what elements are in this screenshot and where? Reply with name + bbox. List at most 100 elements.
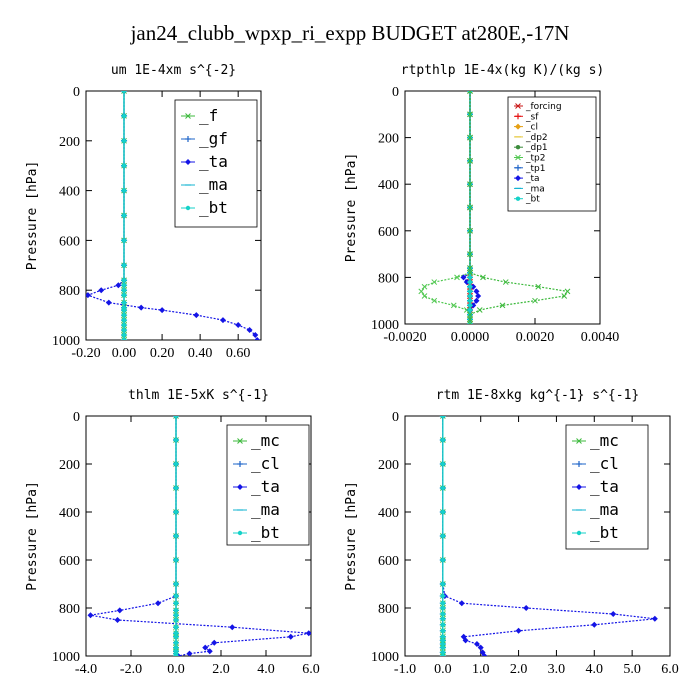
legend-label: _bt	[590, 523, 619, 542]
x-tick-label: 0.0000	[451, 330, 490, 345]
series-point	[121, 263, 127, 268]
series-point	[481, 653, 488, 656]
series-point	[121, 213, 127, 218]
series-point	[121, 292, 127, 298]
x-tick-label: 0.00	[112, 346, 137, 361]
series-point	[287, 633, 294, 640]
series-group	[418, 91, 571, 324]
series-point-b	[467, 311, 473, 318]
y-tick-label: 1000	[371, 650, 399, 665]
series-point	[115, 282, 122, 289]
series-point	[105, 299, 112, 306]
series-point-b	[469, 321, 473, 324]
x-tick-label: 2.0	[212, 662, 230, 677]
series-point	[440, 628, 446, 633]
series-point	[86, 292, 91, 299]
legend-label: _bt	[525, 195, 540, 205]
legend-label: _gf	[199, 129, 228, 148]
series-point	[121, 238, 127, 243]
series-point-b	[467, 181, 473, 188]
series-point-b	[502, 279, 509, 285]
series-point-b	[467, 158, 473, 164]
series-point-b	[450, 302, 457, 309]
series-point	[467, 279, 473, 285]
series-point	[473, 297, 480, 304]
legend-label: _sf	[525, 112, 539, 122]
series-point	[173, 533, 179, 539]
series-point-b	[431, 297, 438, 304]
series-point	[116, 607, 123, 614]
y-tick-label: 1000	[52, 334, 80, 349]
legend-marker-b	[237, 438, 243, 444]
series-point	[440, 634, 446, 639]
series-point	[121, 113, 127, 119]
series-point	[173, 617, 179, 623]
series-point	[591, 621, 598, 628]
figure-title: jan24_clubb_wpxp_ri_expp BUDGET at280E,-…	[130, 21, 570, 45]
series-point	[440, 581, 446, 587]
series-point	[460, 274, 467, 281]
series-point	[121, 300, 127, 305]
series-point	[467, 293, 473, 299]
series-point-b	[454, 274, 460, 281]
series-point-b	[564, 288, 571, 295]
plot-frame	[85, 415, 312, 657]
series-point	[440, 622, 446, 627]
series-point	[173, 653, 179, 656]
series-point	[473, 641, 480, 647]
series-point-b	[467, 111, 473, 118]
x-tick-label: 2.0	[510, 662, 528, 677]
x-tick-label: 0.0	[434, 662, 452, 677]
series-point-b	[561, 293, 568, 299]
legend-label: _dp1	[525, 143, 548, 153]
series-point	[173, 631, 179, 636]
series-point	[523, 605, 530, 611]
legend-marker-b	[515, 103, 521, 109]
legend: _forcing_sf_cl_dp2_dp1_tp2_tp1_ta_ma_bt	[507, 96, 597, 212]
series-point-a	[442, 416, 446, 419]
series-point	[651, 615, 658, 622]
legend-marker	[576, 484, 582, 490]
y-tick-label: 1000	[52, 650, 80, 665]
panel-title: thlm 1E-5xK s^{-1}	[128, 388, 269, 403]
series-point	[121, 307, 127, 313]
x-tick-label: 0.40	[188, 346, 213, 361]
legend-marker	[576, 530, 582, 536]
series-point	[440, 593, 446, 599]
series-point	[467, 303, 473, 308]
legend-label: _ma	[590, 500, 619, 519]
series-point	[235, 322, 242, 329]
series-point-b	[476, 307, 483, 313]
series-point	[467, 289, 473, 294]
series-point	[121, 312, 127, 318]
series-group	[87, 416, 311, 656]
series-point-b	[467, 91, 471, 94]
series-point	[159, 307, 166, 314]
series-point-b	[480, 274, 486, 281]
legend-marker-b	[576, 438, 582, 444]
y-tick-label: 200	[378, 132, 399, 147]
series-point	[173, 509, 179, 515]
legend-marker-b	[185, 113, 191, 119]
x-tick-label: 1.0	[472, 662, 490, 677]
series-point-b	[173, 416, 177, 419]
series-point-b	[463, 307, 470, 313]
series-point	[121, 327, 127, 333]
legend-marker	[515, 123, 521, 130]
y-tick-label: 600	[378, 225, 399, 240]
series-point	[440, 461, 446, 467]
series-point	[138, 304, 145, 311]
series-point	[440, 533, 446, 539]
legend-label: _ma	[199, 175, 228, 194]
series-point-a	[440, 653, 444, 656]
legend: _f _gf _ta _ma _bt	[174, 99, 258, 228]
series-point	[173, 608, 179, 613]
legend-label: _f	[199, 106, 218, 125]
series-point-b	[421, 283, 428, 290]
legend-marker	[515, 145, 521, 150]
panel-title: rtm 1E-8xkg kg^{-1} s^{-1}	[436, 388, 640, 403]
plot-frame	[404, 415, 671, 657]
series-point	[229, 624, 236, 631]
series-point	[173, 485, 179, 491]
series-point	[173, 645, 179, 650]
